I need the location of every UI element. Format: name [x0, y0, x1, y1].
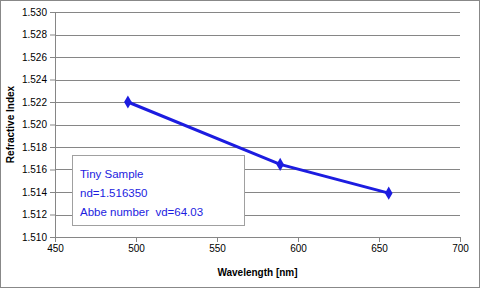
- y-axis-title: Refractive Index: [5, 85, 16, 163]
- tick-mark: [50, 102, 55, 103]
- tick-label: 1.526: [22, 52, 47, 63]
- grid-line: [55, 80, 460, 81]
- tick-label: 600: [290, 243, 307, 254]
- annotation-box: Tiny Sample nd=1.516350 Abbe number vd=64.…: [73, 156, 245, 226]
- tick-mark: [298, 237, 299, 242]
- grid: [55, 13, 460, 238]
- tick-label: 1.514: [22, 187, 47, 198]
- tick-mark: [50, 35, 55, 36]
- chart-border: [1, 1, 480, 288]
- tick-label: 1.518: [22, 142, 47, 153]
- x-tick: 700: [452, 237, 469, 254]
- tick-mark: [50, 147, 55, 148]
- tick-label: 1.516: [22, 164, 47, 175]
- tick-mark: [50, 192, 55, 193]
- y-tick: 1.514: [22, 187, 55, 198]
- tick-label: 550: [209, 243, 226, 254]
- marker: [124, 95, 132, 108]
- annotation: nd=1.516350: [80, 187, 147, 199]
- tick-label: 1.512: [22, 209, 47, 220]
- tick-label: 1.524: [22, 74, 47, 85]
- x-tick: 550: [209, 237, 226, 254]
- tick-label: 450: [47, 243, 64, 254]
- annotation: Tiny Sample: [80, 168, 144, 180]
- chart: 4505005506006507001.5101.5121.5141.5161.…: [0, 0, 480, 288]
- marker: [276, 158, 284, 171]
- x-tick: 600: [290, 237, 307, 254]
- x-tick: 450: [47, 237, 64, 254]
- x-tick: 650: [371, 237, 388, 254]
- y-tick: 1.516: [22, 164, 55, 175]
- annotation-frame: [73, 156, 245, 226]
- y-tick: 1.520: [22, 119, 55, 130]
- axis-line: [50, 13, 56, 238]
- marker: [385, 187, 393, 200]
- grid-line: [55, 12, 460, 13]
- tick-label: 1.510: [22, 232, 47, 243]
- grid-line: [55, 125, 460, 126]
- tick-label: 1.528: [22, 29, 47, 40]
- axis-line: [56, 238, 461, 243]
- tick-mark: [50, 237, 55, 238]
- grid-line: [55, 102, 460, 103]
- grid-line: [55, 35, 460, 36]
- tick-mark: [217, 237, 218, 242]
- tick-label: 1.522: [22, 97, 47, 108]
- tick-mark: [50, 215, 55, 216]
- y-tick: 1.510: [22, 232, 55, 243]
- grid-line: [55, 147, 460, 148]
- tick-mark: [50, 80, 55, 81]
- x-axis: 450 500 550 600 650 700: [47, 237, 469, 254]
- tick-mark: [136, 237, 137, 242]
- tick-mark: [50, 12, 55, 13]
- tick-label: 650: [371, 243, 388, 254]
- tick-mark: [50, 170, 55, 171]
- y-tick: 1.530: [22, 7, 55, 18]
- y-tick: 1.518: [22, 142, 55, 153]
- x-tick: 500: [128, 237, 145, 254]
- grid-line: [55, 57, 460, 58]
- annotation: Abbe number vd=64.03: [80, 206, 203, 218]
- y-axis: 1.510 1.512 1.514 1.516 1.518 1.520 1.522 1.524…: [22, 7, 56, 243]
- y-tick: 1.524: [22, 74, 55, 85]
- x-axis-title: Wavelength [nm]: [217, 267, 297, 278]
- tick-label: 500: [128, 243, 145, 254]
- tick-label: 1.530: [22, 7, 47, 18]
- y-tick: 1.512: [22, 209, 55, 220]
- tick-mark: [379, 237, 380, 242]
- tick-mark: [50, 57, 55, 58]
- tick-mark: [50, 125, 55, 126]
- y-tick: 1.528: [22, 29, 55, 40]
- tick-mark: [460, 237, 461, 242]
- y-tick: 1.526: [22, 52, 55, 63]
- y-tick: 1.522: [22, 97, 55, 108]
- tick-label: 700: [452, 243, 469, 254]
- tick-label: 1.520: [22, 119, 47, 130]
